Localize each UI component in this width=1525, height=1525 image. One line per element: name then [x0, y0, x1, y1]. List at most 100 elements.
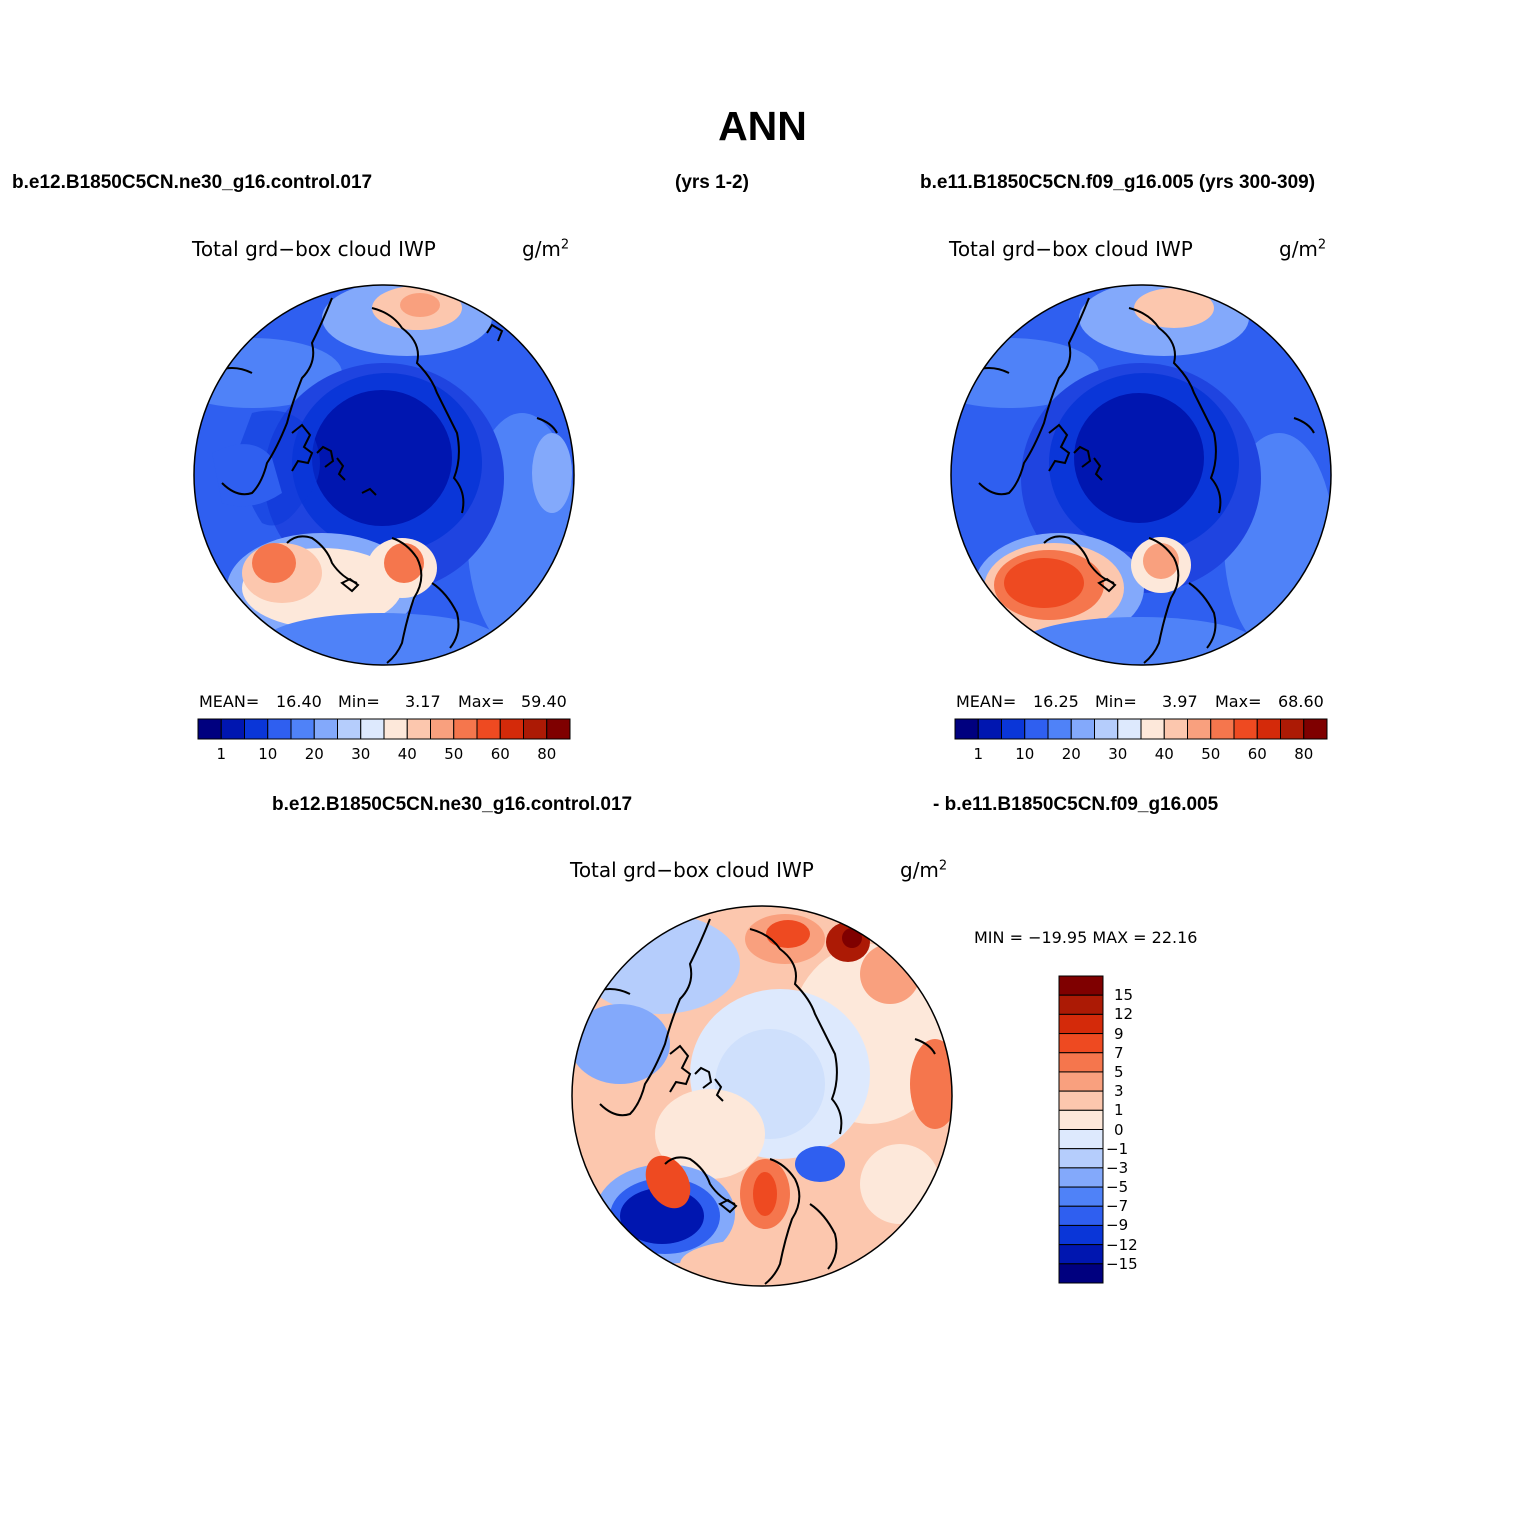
- colorbar-swatch: [1058, 1186, 1104, 1207]
- colorbar-swatch: [360, 718, 385, 740]
- colorbar-swatch: [1303, 718, 1328, 740]
- colorbar-swatch: [977, 718, 1002, 740]
- panel-difference-map: [571, 905, 953, 1287]
- colorbar-tick-label: 12: [1114, 1005, 1134, 1024]
- colorbar-swatch: [267, 718, 292, 740]
- panel-case1-max-value: 59.40: [521, 692, 567, 711]
- colorbar-swatch: [197, 718, 222, 740]
- colorbar-tick-label: 1: [216, 745, 227, 763]
- panel-case2-min-label: Min=: [1095, 692, 1137, 711]
- panel-case2-mean-value: 16.25: [1033, 692, 1079, 711]
- colorbar-swatch: [406, 718, 431, 740]
- colorbar-swatch: [1187, 718, 1212, 740]
- colorbar-swatch: [1058, 1090, 1104, 1111]
- colorbar-tick-label: −5: [1106, 1178, 1129, 1197]
- colorbar-tick-label: 3: [1114, 1082, 1124, 1101]
- panel-case2-variable: Total grd−box cloud IWP: [949, 237, 1193, 261]
- colorbar-swatch: [1058, 1013, 1104, 1035]
- diff-label-left: b.e12.B1850C5CN.ne30_g16.control.017: [272, 794, 633, 815]
- colorbar-swatch: [430, 718, 455, 740]
- colorbar-tick-label: 1: [973, 745, 984, 763]
- colorbar-tick-label: 50: [1201, 745, 1221, 763]
- figure-title: ANN: [718, 103, 807, 149]
- colorbar-tick-label: 60: [490, 745, 510, 763]
- colorbar-swatch: [244, 718, 269, 740]
- colorbar-swatch: [546, 718, 571, 740]
- colorbar-swatch: [1058, 1148, 1104, 1169]
- colorbar-swatch: [1058, 1167, 1104, 1188]
- colorbar-swatch: [1280, 718, 1305, 740]
- panel-case1-map: [193, 284, 575, 666]
- colorbar-swatch: [1047, 718, 1072, 740]
- panel-difference-variable: Total grd−box cloud IWP: [570, 858, 814, 882]
- colorbar-tick-label: 80: [537, 745, 557, 763]
- case1-label: b.e12.B1850C5CN.ne30_g16.control.017: [12, 172, 373, 193]
- panel-case1-mean-label: MEAN=: [199, 692, 260, 711]
- colorbar-tick-label: 40: [397, 745, 417, 763]
- case2-label: b.e11.B1850C5CN.f09_g16.005 (yrs 300-309…: [920, 172, 1316, 193]
- panel-case1-min-value: 3.17: [405, 692, 441, 711]
- colorbar-tick-label: 5: [1114, 1062, 1124, 1081]
- panel-difference-minmax: MIN = −19.95 MAX = 22.16: [974, 928, 1198, 947]
- panel-case2-mean-label: MEAN=: [956, 692, 1017, 711]
- panel-case2-map: [950, 284, 1332, 666]
- colorbar-tick-label: −3: [1106, 1158, 1129, 1177]
- colorbar-swatch: [523, 718, 548, 740]
- colorbar-swatch: [1163, 718, 1188, 740]
- colorbar-swatch: [453, 718, 478, 740]
- colorbar-swatch: [290, 718, 315, 740]
- panel-case2-colorbar: [954, 718, 1328, 740]
- colorbar-tick-label: 10: [1015, 745, 1035, 763]
- colorbar-tick-label: 50: [444, 745, 464, 763]
- colorbar-tick-label: 20: [304, 745, 324, 763]
- colorbar-tick-label: 40: [1154, 745, 1174, 763]
- colorbar-tick-label: −12: [1106, 1235, 1138, 1254]
- panel-case2-min-value: 3.97: [1162, 692, 1198, 711]
- colorbar-tick-label: −9: [1106, 1216, 1129, 1235]
- panel-case2-max-label: Max=: [1215, 692, 1262, 711]
- colorbar-swatch: [1024, 718, 1049, 740]
- colorbar-swatch: [1058, 1129, 1104, 1150]
- colorbar-tick-label: 1: [1114, 1101, 1124, 1120]
- colorbar-tick-label: −7: [1106, 1197, 1129, 1216]
- colorbar-swatch: [476, 718, 501, 740]
- colorbar-swatch: [1233, 718, 1258, 740]
- colorbar-tick-label: 0: [1114, 1120, 1124, 1139]
- panel-difference-colorbar: [1058, 975, 1104, 1284]
- panel-difference-units: g/m2: [900, 858, 948, 882]
- colorbar-swatch: [1058, 1244, 1104, 1265]
- colorbar-swatch: [1058, 1071, 1104, 1092]
- panel-case1-max-label: Max=: [458, 692, 505, 711]
- panel-case1-variable: Total grd−box cloud IWP: [192, 237, 436, 261]
- colorbar-swatch: [1094, 718, 1119, 740]
- colorbar-tick-label: 20: [1061, 745, 1081, 763]
- colorbar-swatch: [313, 718, 338, 740]
- colorbar-swatch: [1210, 718, 1235, 740]
- colorbar-swatch: [1070, 718, 1095, 740]
- colorbar-swatch: [337, 718, 362, 740]
- colorbar-tick-label: 80: [1294, 745, 1314, 763]
- colorbar-swatch: [1058, 975, 1104, 996]
- colorbar-tick-label: 10: [258, 745, 278, 763]
- colorbar-swatch: [1001, 718, 1026, 740]
- panel-case1-colorbar: [197, 718, 571, 740]
- colorbar-tick-label: −15: [1106, 1254, 1138, 1273]
- colorbar-tick-label: 15: [1114, 986, 1134, 1005]
- colorbar-swatch: [1058, 994, 1104, 1015]
- colorbar-swatch: [1256, 718, 1281, 740]
- colorbar-swatch: [1058, 1205, 1104, 1226]
- panel-case1-mean-value: 16.40: [276, 692, 322, 711]
- colorbar-swatch: [1140, 718, 1165, 740]
- colorbar-tick-label: −1: [1106, 1139, 1129, 1158]
- colorbar-swatch: [954, 718, 979, 740]
- colorbar-swatch: [499, 718, 524, 740]
- colorbar-tick-label: 30: [1108, 745, 1128, 763]
- panel-case1-min-label: Min=: [338, 692, 380, 711]
- colorbar-swatch: [1058, 1109, 1104, 1130]
- panel-case2-max-value: 68.60: [1278, 692, 1324, 711]
- colorbar-tick-label: 9: [1114, 1024, 1124, 1043]
- panel-case2-units: g/m2: [1279, 237, 1327, 261]
- colorbar-swatch: [383, 718, 408, 740]
- colorbar-swatch: [1058, 1263, 1104, 1284]
- colorbar-swatch: [220, 718, 245, 740]
